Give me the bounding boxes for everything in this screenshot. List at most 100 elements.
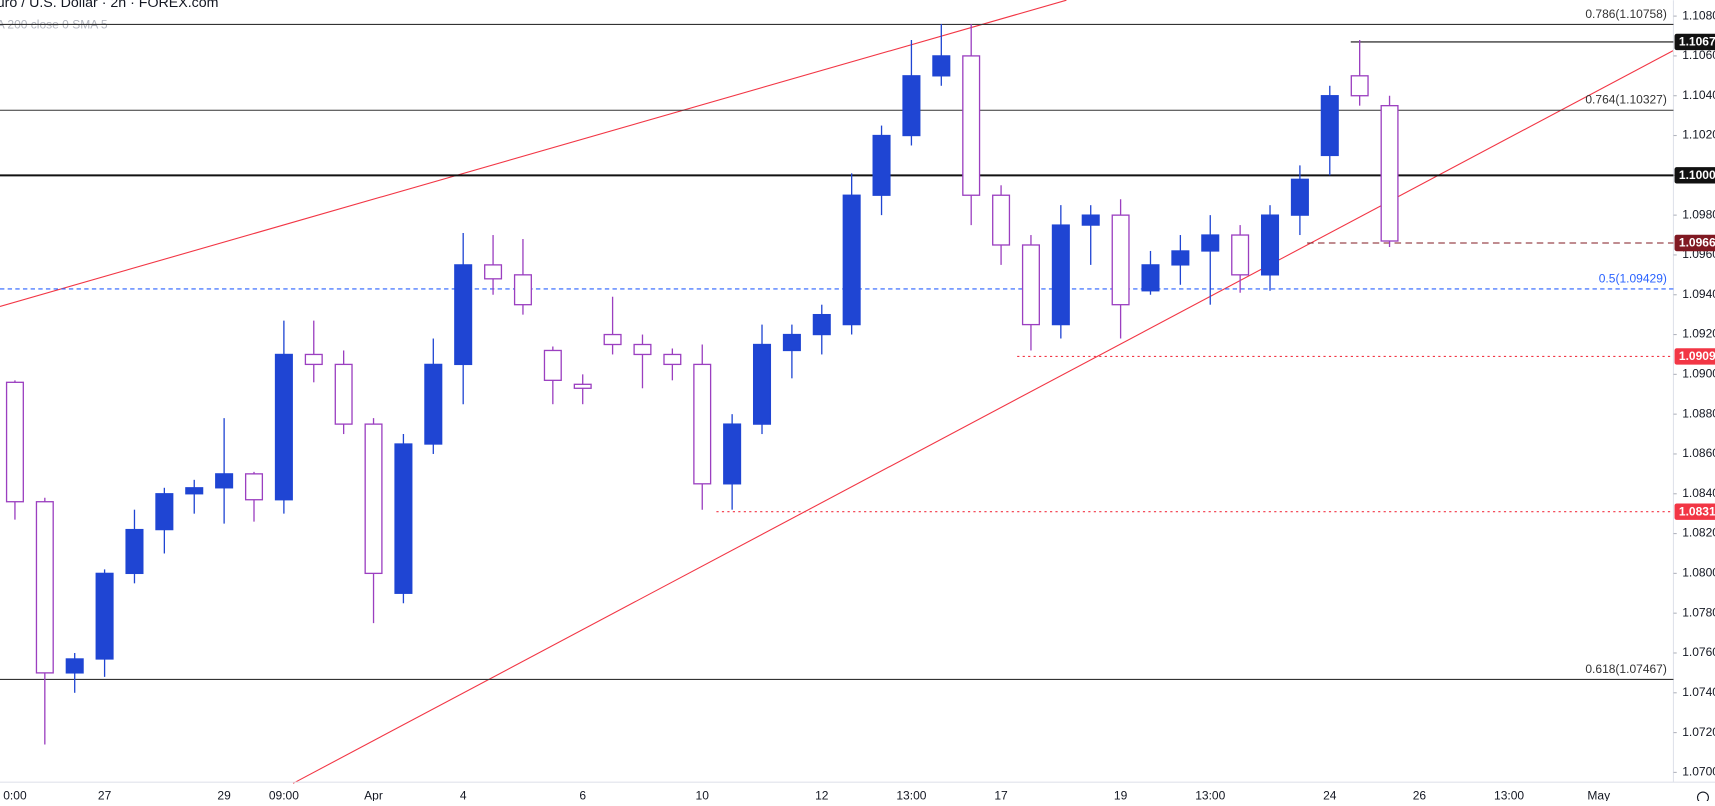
x-tick-label: 09:00	[269, 789, 299, 801]
candle-body	[1201, 234, 1220, 252]
price-level-label: 1.0831	[1679, 504, 1715, 518]
candle-body	[1350, 75, 1369, 97]
x-tick-label: 19	[1114, 789, 1128, 801]
candle-body	[902, 75, 921, 137]
trend-line	[292, 50, 1674, 784]
candle-body	[663, 353, 682, 366]
candle-body	[454, 264, 473, 366]
fib-level-label: 0.618(1.07467)	[1585, 662, 1667, 676]
candle-body	[1051, 224, 1070, 326]
x-tick-label: 13:00	[1494, 789, 1524, 801]
candle-body	[185, 487, 204, 495]
candle-body	[1141, 264, 1160, 292]
candle-body	[752, 343, 772, 425]
y-tick-label: 1.0920	[1682, 327, 1715, 341]
y-tick-label: 1.0940	[1682, 287, 1715, 301]
x-tick-label: 6	[579, 789, 586, 801]
fib-level-label: 0.786(1.10758)	[1585, 7, 1667, 21]
y-tick-label: 1.1080	[1682, 8, 1715, 22]
x-tick-label: 0:00	[3, 789, 27, 801]
y-tick-label: 1.0800	[1682, 566, 1715, 580]
fib-level-label: 0.764(1.10327)	[1585, 93, 1667, 107]
candle-body	[693, 363, 712, 485]
candle-body	[723, 423, 742, 485]
candle-body	[1111, 214, 1130, 306]
y-tick-label: 1.1040	[1682, 88, 1715, 102]
price-level-box	[1674, 234, 1715, 252]
candle-body	[274, 353, 293, 501]
fib-level-label: 0.5(1.09429)	[1599, 271, 1667, 285]
candle-body	[424, 363, 443, 445]
candle-body	[633, 343, 652, 356]
candle-body	[932, 55, 951, 77]
x-tick-label: 17	[994, 789, 1008, 801]
candle-body	[1260, 214, 1280, 276]
y-tick-label: 1.0860	[1682, 446, 1715, 460]
x-tick-label: 12	[815, 789, 829, 801]
x-tick-label: 26	[1413, 789, 1427, 801]
candle-body	[992, 194, 1011, 246]
y-tick-label: 1.0900	[1682, 367, 1715, 381]
y-tick-label: 1.0880	[1682, 406, 1715, 420]
candle-body	[244, 473, 264, 501]
price-level-box	[1674, 503, 1715, 520]
y-tick-label: 1.0740	[1682, 685, 1715, 699]
candle-body	[1320, 95, 1339, 157]
candle-body	[95, 572, 114, 660]
candle-body	[155, 493, 174, 531]
candle-body	[394, 443, 413, 594]
y-tick-label: 1.0720	[1682, 725, 1715, 739]
price-level-label: 1.1000	[1679, 168, 1715, 182]
candle-body	[364, 423, 383, 575]
x-tick-label: 10	[696, 789, 710, 801]
candle-body	[1290, 178, 1309, 216]
y-tick-label: 1.0980	[1682, 207, 1715, 221]
candle-body	[872, 134, 891, 196]
candle-body	[782, 333, 801, 352]
candle-body	[35, 501, 54, 674]
candle-body	[812, 313, 831, 336]
candle-body	[1231, 234, 1250, 276]
y-tick-label: 1.0820	[1682, 526, 1715, 540]
x-tick-label: 13:00	[1195, 789, 1225, 801]
price-level-box	[1674, 348, 1715, 365]
x-tick-label: 29	[217, 789, 231, 801]
candle-body	[1021, 244, 1040, 326]
candle-body	[543, 349, 562, 381]
y-tick-label: 1.1020	[1682, 128, 1715, 142]
candle-body	[1081, 214, 1100, 226]
candle-body	[125, 528, 144, 575]
price-level-label: 1.1067	[1679, 35, 1715, 49]
candle-body	[215, 473, 234, 489]
price-level-label: 1.0909	[1679, 349, 1715, 363]
candle-body	[603, 333, 622, 346]
y-tick-label: 1.1060	[1682, 48, 1715, 62]
candle-body	[842, 194, 861, 326]
trend-line	[0, 0, 1067, 307]
x-tick-label: 24	[1323, 789, 1337, 801]
price-level-label: 1.0966	[1679, 236, 1715, 250]
x-tick-label: Apr	[364, 789, 383, 801]
x-tick-label: 13:00	[896, 789, 926, 801]
candle-body	[962, 55, 981, 196]
price-level-box	[1674, 167, 1715, 184]
candle-body	[573, 383, 592, 389]
chart-title: uro / U.S. Dollar · 2h · FOREX.com	[0, 0, 219, 11]
candle-body	[484, 264, 503, 280]
y-tick-label: 1.0840	[1682, 486, 1715, 500]
candle-body	[513, 274, 532, 306]
candle-body	[304, 353, 323, 366]
candle-body	[1380, 105, 1399, 242]
candle-body	[334, 363, 353, 425]
x-tick-label: May	[1587, 789, 1610, 801]
candle-body	[65, 658, 84, 674]
price-level-box	[1674, 33, 1715, 51]
x-tick-label: 27	[98, 789, 112, 801]
candle-body	[1171, 250, 1190, 266]
y-tick-label: 1.0760	[1682, 645, 1715, 659]
x-tick-label: 4	[460, 789, 467, 801]
